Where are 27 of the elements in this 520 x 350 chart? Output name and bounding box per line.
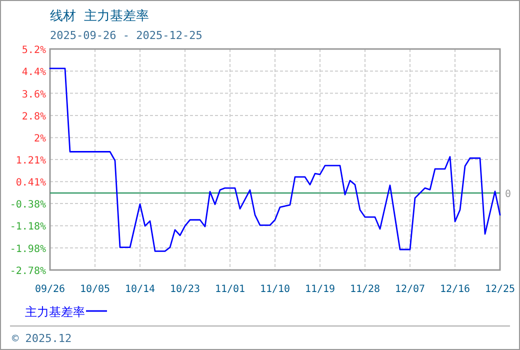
- x-tick-label: 11/28: [350, 284, 380, 295]
- x-tick-label: 09/26: [34, 284, 66, 295]
- chart-subtitle: 2025-09-26 - 2025-12-25: [50, 29, 202, 42]
- ref-line-label: 0: [504, 189, 512, 200]
- y-tick-label: -1.18%: [10, 222, 46, 233]
- x-tick-label: 11/10: [260, 284, 290, 295]
- x-tick-label: 11/19: [304, 284, 336, 295]
- legend-label: 主力基差率: [25, 305, 85, 319]
- x-tick-label: 10/05: [80, 284, 110, 295]
- x-tick-label: 11/01: [214, 284, 246, 295]
- x-tick-label: 10/14: [124, 284, 156, 295]
- y-tick-label: 2.8%: [22, 111, 46, 122]
- x-tick-label: 12/16: [440, 284, 470, 295]
- y-tick-label: 4.4%: [22, 67, 46, 78]
- y-tick-label: -2.78%: [10, 266, 46, 277]
- y-tick-label: 5.2%: [22, 45, 46, 56]
- y-tick-label: 2%: [34, 134, 46, 145]
- y-tick-label: -1.98%: [10, 244, 46, 255]
- x-tick-label: 12/25: [484, 284, 516, 295]
- y-tick-label: 0.41%: [16, 178, 46, 189]
- chart-title: 线材 主力基差率: [50, 8, 149, 24]
- y-tick-label: 3.6%: [22, 89, 46, 100]
- y-tick-label: 1.21%: [16, 156, 46, 166]
- x-tick-label: 12/07: [394, 284, 426, 295]
- y-tick-label: -0.38%: [10, 200, 46, 211]
- x-tick-label: 10/23: [170, 284, 200, 295]
- text: © 2025.12: [12, 332, 72, 345]
